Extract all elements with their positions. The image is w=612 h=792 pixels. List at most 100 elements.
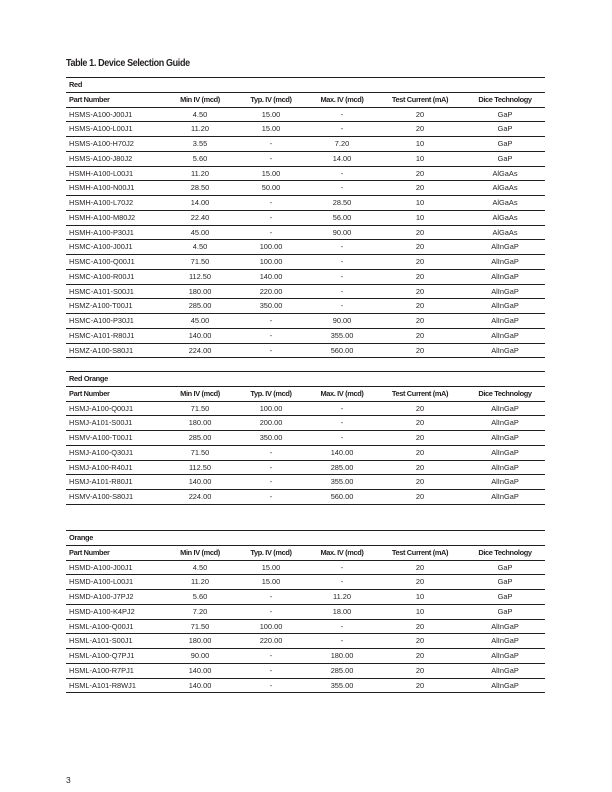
cell-5: AlInGaP	[491, 345, 519, 355]
cell-1: 140.00	[188, 680, 212, 690]
cell-4: 20	[415, 257, 425, 266]
cell-5: AlInGaP	[491, 286, 519, 296]
cell-5: AlGaAs	[492, 168, 518, 178]
column-header-5: Dice Technology	[478, 388, 532, 398]
cell-3: -	[340, 271, 344, 281]
cell-1: 4.50	[192, 562, 208, 572]
cell-1: 224.00	[188, 345, 212, 355]
cell-2: -	[269, 198, 273, 207]
cell-4: 20	[415, 577, 425, 587]
cell-3: -	[340, 577, 344, 587]
table-row: HSMJ-A100-Q00J1 71.50 100.00 - 20 AlInGaP	[66, 402, 545, 417]
cell-3: -	[340, 301, 344, 311]
cell-2: 15.00	[261, 562, 281, 572]
column-header-0: Part Number	[69, 94, 110, 104]
cell-1: 71.50	[190, 257, 210, 266]
section-label-row: Red	[66, 78, 545, 93]
table-row: HSMS-A100-L00J1 11.20 15.00 - 20 GaP	[66, 122, 545, 137]
cell-4: 20	[415, 227, 425, 237]
cell-3: 560.00	[330, 492, 354, 501]
cell-4: 20	[415, 168, 425, 178]
cell-2: -	[269, 139, 273, 148]
cell-2: 220.00	[259, 636, 283, 646]
cell-2: -	[269, 212, 273, 222]
cell-0: HSMS-A100-J00J1	[69, 109, 133, 119]
column-header-5: Dice Technology	[478, 547, 532, 557]
cell-0: HSMD-A100-J7PJ2	[69, 592, 134, 601]
cell-0: HSMZ-A100-S80J1	[69, 345, 134, 355]
cell-4: 10	[415, 606, 425, 616]
cell-3: -	[340, 109, 344, 119]
table-row: HSMH-A100-L00J1 11.20 15.00 - 20 AlGaAs	[66, 167, 545, 182]
cell-3: 90.00	[332, 227, 352, 237]
cell-4: 20	[415, 316, 425, 325]
cell-4: 20	[415, 636, 425, 646]
cell-5: AlInGaP	[491, 447, 519, 457]
column-header-1: Min IV (mcd)	[180, 547, 220, 557]
table-row: HSMZ-A100-T00J1 285.00 350.00 - 20 AlInGaP	[66, 299, 545, 314]
cell-1: 71.50	[190, 621, 210, 631]
cell-4: 20	[415, 433, 425, 442]
cell-2: -	[269, 153, 273, 163]
cell-4: 20	[415, 562, 425, 572]
cell-3: -	[340, 168, 344, 178]
cell-1: 4.50	[192, 242, 208, 252]
cell-0: HSMC-A101-S00J1	[69, 286, 134, 296]
cell-2: -	[269, 462, 273, 472]
table-row: HSML-A100-Q00J1 71.50 100.00 - 20 AlInGaP	[66, 620, 545, 635]
cell-5: GaP	[497, 153, 513, 163]
cell-5: AlInGaP	[491, 330, 519, 340]
table-row: HSMC-A101-S00J1 180.00 220.00 - 20 AlInGaP	[66, 285, 545, 300]
column-header-2: Typ. IV (mcd)	[250, 547, 292, 557]
table-row: HSMC-A100-Q00J1 71.50 100.00 - 20 AlInGaP	[66, 255, 545, 270]
cell-0: HSMS-A100-J80J2	[69, 153, 133, 163]
cell-0: HSMS-A100-H70J2	[69, 139, 134, 148]
column-header-4: Test Current (mA)	[391, 547, 449, 557]
column-header-2: Typ. IV (mcd)	[250, 388, 292, 398]
table-row: HSMC-A100-R00J1 112.50 140.00 - 20 AlInGaP	[66, 270, 545, 285]
cell-3: -	[340, 621, 344, 631]
page-number: 3	[66, 775, 71, 785]
section-label-row: Orange	[66, 531, 545, 546]
cell-1: 5.60	[192, 592, 208, 601]
column-header-2: Typ. IV (mcd)	[250, 94, 292, 104]
cell-0: HSMJ-A101-S00J1	[69, 418, 133, 428]
cell-0: HSML-A100-R7PJ1	[69, 665, 134, 675]
cell-1: 11.20	[191, 124, 209, 134]
section-label: Orange	[69, 533, 94, 542]
header-row: Part Number Min IV (mcd) Typ. IV (mcd) Max.…	[66, 546, 545, 561]
cell-3: -	[340, 562, 344, 572]
cell-1: 112.50	[188, 462, 212, 472]
column-header-1: Min IV (mcd)	[180, 94, 220, 104]
table-row: HSMC-A100-P30J1 45.00 - 90.00 20 AlInGaP	[66, 314, 545, 329]
table-row: HSMH-A100-N00J1 28.50 50.00 - 20 AlGaAs	[66, 181, 545, 196]
table-section-orange: Orange Part Number Min IV (mcd) Typ. IV (mc…	[66, 530, 545, 694]
table-row: HSMD-A100-K4PJ2 7.20 - 18.00 10 GaP	[66, 605, 545, 620]
cell-4: 20	[415, 418, 425, 428]
column-header-3: Max. IV (mcd)	[320, 388, 364, 398]
cell-2: -	[269, 606, 273, 616]
cell-2: 15.00	[261, 124, 281, 134]
cell-5: AlInGaP	[491, 316, 519, 325]
table-row: HSMS-A100-J00J1 4.50 15.00 - 20 GaP	[66, 108, 545, 123]
cell-5: AlInGaP	[491, 418, 519, 428]
cell-0: HSMH-A100-L70J2	[69, 198, 134, 207]
cell-2: 100.00	[259, 403, 283, 413]
table-row: HSMV-A100-S80J1 224.00 - 560.00 20 AlInGaP	[66, 490, 545, 505]
table-row: HSML-A101-S00J1 180.00 220.00 - 20 AlInGaP	[66, 634, 545, 649]
cell-3: -	[340, 124, 344, 134]
table-row: HSML-A100-R7PJ1 140.00 - 285.00 20 AlInGaP	[66, 664, 545, 679]
cell-3: 7.20	[334, 139, 350, 148]
table-title: Table 1. Device Selection Guide	[66, 58, 190, 69]
cell-5: GaP	[497, 109, 513, 119]
cell-2: 100.00	[259, 257, 283, 266]
cell-3: -	[340, 183, 344, 193]
cell-0: HSMC-A100-Q00J1	[69, 257, 135, 266]
cell-2: 15.00	[261, 109, 281, 119]
cell-3: 355.00	[330, 330, 354, 340]
cell-5: AlInGaP	[491, 462, 519, 472]
cell-5: AlInGaP	[491, 636, 519, 646]
cell-0: HSMD-A100-L00J1	[69, 577, 134, 587]
cell-3: 90.00	[332, 316, 352, 325]
table-row: HSMH-A100-L70J2 14.00 - 28.50 10 AlGaAs	[66, 196, 545, 211]
